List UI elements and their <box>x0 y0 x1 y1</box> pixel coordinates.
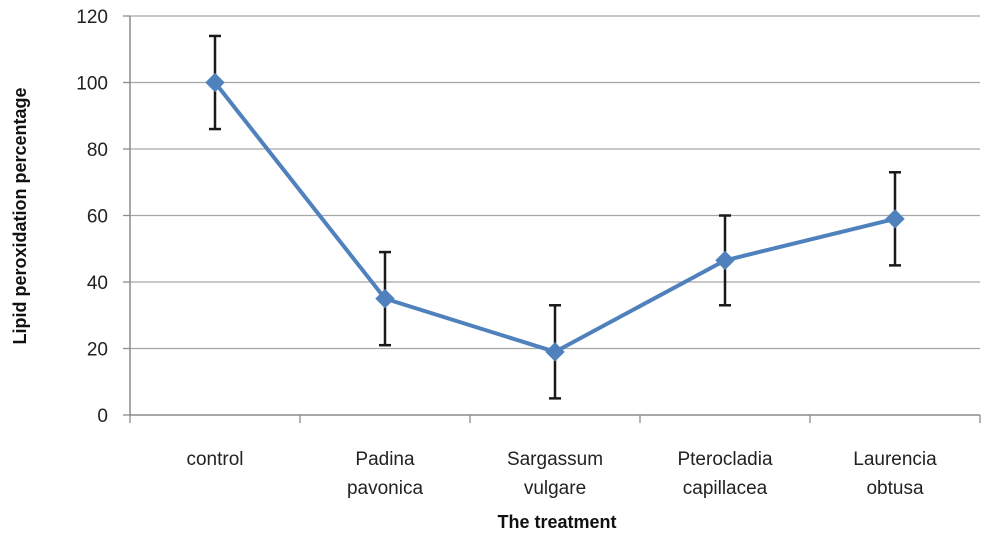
data-point-marker <box>205 72 225 93</box>
x-axis-title: The treatment <box>497 512 616 532</box>
series-group <box>205 34 905 400</box>
x-tick-label: control <box>186 449 243 470</box>
x-tick-labels: control Padina pavonica Sargassum vulgare Pte… <box>186 449 937 499</box>
x-tick-label: Laurencia obtusa <box>853 449 937 499</box>
y-tick-label: 100 <box>76 74 108 95</box>
data-point-marker <box>715 250 735 271</box>
x-tick-label: Pterocladia capillacea <box>677 449 772 499</box>
y-tick-label: 60 <box>87 207 108 228</box>
y-tick-label: 0 <box>97 406 108 427</box>
x-tick-label: Sargassum vulgare <box>507 449 603 499</box>
y-tick-label: 80 <box>87 140 108 161</box>
y-tick-label: 20 <box>87 340 108 361</box>
y-axis-title: Lipid peroxidation percentage <box>10 87 30 344</box>
axes <box>123 15 981 423</box>
y-tick-label: 120 <box>76 7 108 28</box>
y-tick-label: 40 <box>87 273 108 294</box>
data-point-marker <box>375 288 395 309</box>
data-point-marker <box>885 209 905 229</box>
data-point-marker <box>545 342 565 362</box>
y-tick-labels: 0 20 40 60 80 100 120 <box>76 7 108 427</box>
gridlines <box>130 15 980 350</box>
x-tick-label: Padina pavonica <box>347 449 423 499</box>
